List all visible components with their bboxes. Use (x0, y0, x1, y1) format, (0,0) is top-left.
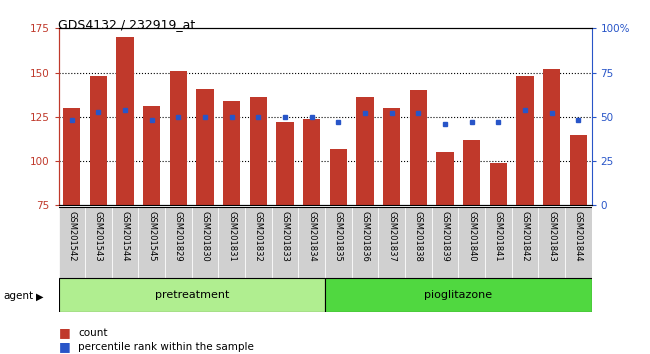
Bar (63, 108, 81, 205)
Text: GSM201841: GSM201841 (494, 211, 502, 261)
Text: GSM201844: GSM201844 (574, 211, 582, 261)
Text: percentile rank within the sample: percentile rank within the sample (78, 342, 254, 352)
Bar (516, 76, 534, 205)
Text: GSM201838: GSM201838 (414, 211, 422, 262)
Bar (58, 207, 85, 278)
Text: pioglitazone: pioglitazone (424, 290, 492, 300)
Bar (250, 97, 267, 205)
Bar (223, 101, 240, 205)
Text: GSM201840: GSM201840 (467, 211, 476, 261)
Bar (112, 207, 138, 278)
Bar (192, 207, 218, 278)
Bar (143, 106, 161, 205)
Text: agent: agent (3, 291, 33, 301)
Bar (410, 90, 427, 205)
Bar (512, 207, 538, 278)
Bar (170, 71, 187, 205)
Bar (330, 149, 347, 205)
Bar (565, 207, 592, 278)
Bar (489, 163, 507, 205)
Bar (272, 207, 298, 278)
Text: GSM201833: GSM201833 (281, 211, 289, 262)
Bar (165, 207, 192, 278)
Text: GSM201545: GSM201545 (148, 211, 156, 261)
Bar (485, 207, 512, 278)
Bar (436, 152, 454, 205)
Text: GSM201839: GSM201839 (441, 211, 449, 261)
Text: GSM201835: GSM201835 (334, 211, 343, 261)
Bar (303, 119, 320, 205)
Text: GSM201843: GSM201843 (547, 211, 556, 261)
Text: GSM201543: GSM201543 (94, 211, 103, 261)
Text: ■: ■ (58, 326, 70, 339)
Bar (405, 207, 432, 278)
Bar (85, 207, 112, 278)
Bar (352, 207, 378, 278)
Bar (116, 37, 134, 205)
Bar (463, 140, 480, 205)
Text: GSM201836: GSM201836 (361, 211, 369, 262)
Text: GSM201842: GSM201842 (521, 211, 529, 261)
Text: GSM201542: GSM201542 (68, 211, 76, 261)
Text: ▶: ▶ (36, 291, 44, 301)
Bar (90, 76, 107, 205)
Bar (325, 278, 592, 312)
Bar (298, 207, 325, 278)
Bar (378, 207, 405, 278)
Text: count: count (78, 328, 107, 338)
Text: GSM201544: GSM201544 (121, 211, 129, 261)
Text: pretreatment: pretreatment (155, 290, 229, 300)
Bar (325, 207, 352, 278)
Bar (383, 108, 400, 205)
Text: GSM201829: GSM201829 (174, 211, 183, 261)
Text: ■: ■ (58, 341, 70, 353)
Bar (538, 207, 565, 278)
Bar (543, 69, 560, 205)
Bar (245, 207, 272, 278)
Bar (569, 135, 587, 205)
Text: GSM201834: GSM201834 (307, 211, 316, 261)
Bar (196, 88, 214, 205)
Bar (458, 207, 485, 278)
Text: GDS4132 / 232919_at: GDS4132 / 232919_at (58, 18, 196, 31)
Text: GSM201837: GSM201837 (387, 211, 396, 262)
Text: GSM201830: GSM201830 (201, 211, 209, 261)
Bar (276, 122, 294, 205)
Bar (218, 207, 245, 278)
Bar (356, 97, 374, 205)
Bar (432, 207, 458, 278)
Bar (58, 278, 325, 312)
Bar (138, 207, 165, 278)
Text: GSM201831: GSM201831 (227, 211, 236, 261)
Text: GSM201832: GSM201832 (254, 211, 263, 261)
